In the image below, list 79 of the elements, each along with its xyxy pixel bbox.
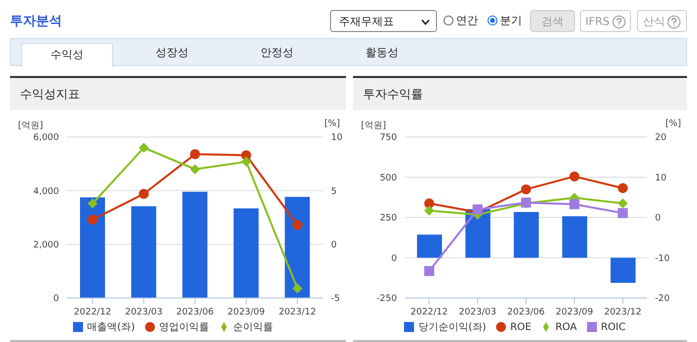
legend-label: 매출액(좌) <box>87 322 135 333</box>
text: 투자분석 <box>10 13 62 30</box>
y-tick-label: 250 <box>380 214 398 224</box>
text: 연간 <box>455 13 478 28</box>
x-tick-label: 2022/12 <box>74 307 112 318</box>
text: 검색 <box>530 10 575 32</box>
y2-axis-title: [%] <box>324 119 340 129</box>
x-tick-label: 2023/09 <box>556 307 594 318</box>
bar <box>562 216 588 258</box>
x-tick-label: 2023/12 <box>604 307 642 318</box>
point <box>241 156 252 167</box>
y-tick-label: 6,000 <box>33 133 60 144</box>
y2-tick-label: -20 <box>655 294 670 304</box>
y2-tick-label: 5 <box>331 186 337 197</box>
text: 안정성 <box>260 45 294 61</box>
text: 수익성 <box>21 43 113 67</box>
bar <box>131 206 156 298</box>
text: 분기 <box>499 13 522 28</box>
bar <box>610 258 636 283</box>
point <box>618 198 628 208</box>
legend-label: 당기순이익(좌) <box>418 322 486 333</box>
legend-label: 순이익률 <box>232 322 273 333</box>
point <box>190 164 200 174</box>
point <box>424 266 434 276</box>
x-tick-label: 2023/03 <box>458 307 496 318</box>
x-tick-label: 2023/06 <box>507 307 545 318</box>
y2-tick-label: 0 <box>655 214 661 224</box>
bar <box>417 234 442 258</box>
point <box>190 149 200 160</box>
y2-tick-label: 0 <box>331 240 337 251</box>
y-axis-title: [억원] <box>361 120 386 132</box>
point <box>424 206 434 216</box>
legend-label: ROIC <box>600 322 626 333</box>
y2-tick-label: 10 <box>331 133 343 144</box>
y-tick-label: 0 <box>391 254 398 264</box>
text: 산식 <box>637 10 687 32</box>
point <box>472 204 483 214</box>
bar <box>514 212 539 258</box>
point <box>618 208 628 218</box>
bar <box>234 208 259 298</box>
text: 주재무제표 <box>330 10 437 32</box>
chart-title: 투자수익률 <box>353 78 687 110</box>
y2-tick-label: -5 <box>331 294 340 304</box>
x-tick-label: 2023/03 <box>125 307 162 318</box>
point <box>618 183 628 194</box>
text: 성장성 <box>154 45 190 61</box>
chart-title: 수익성지표 <box>10 78 346 110</box>
y-tick-label: 2,000 <box>33 240 60 251</box>
x-tick-label: 2022/12 <box>410 307 448 318</box>
point <box>292 283 302 294</box>
bar <box>182 192 208 298</box>
y-tick-label: 4,000 <box>33 186 60 197</box>
point <box>569 199 580 210</box>
y-tick-label: 0 <box>53 294 60 304</box>
y2-tick-label: -10 <box>655 254 670 264</box>
bar <box>80 197 105 298</box>
bar <box>284 196 310 298</box>
point <box>88 214 98 225</box>
point <box>88 198 98 209</box>
x-tick-label: 2023/09 <box>228 307 266 318</box>
legend-label: ROE <box>510 322 532 333</box>
point <box>292 220 302 230</box>
x-tick-label: 2023/06 <box>176 307 214 318</box>
text: IFRS <box>580 10 631 32</box>
y-tick-label: 750 <box>380 133 398 144</box>
text: 활동성 <box>364 45 400 61</box>
y-tick-label: 500 <box>380 173 398 184</box>
x-tick-label: 2023/12 <box>278 307 316 318</box>
point <box>569 171 580 182</box>
y2-tick-label: 20 <box>655 133 667 144</box>
point <box>138 188 149 199</box>
point <box>138 142 149 153</box>
legend-label: ROA <box>555 322 577 333</box>
y2-axis-title: [%] <box>665 119 681 129</box>
point <box>521 184 531 194</box>
legend-label: 영업이익률 <box>158 322 209 333</box>
y-axis-title: [억원] <box>18 120 44 132</box>
y2-tick-label: 10 <box>655 173 667 184</box>
y-tick-label: -250 <box>376 294 398 304</box>
